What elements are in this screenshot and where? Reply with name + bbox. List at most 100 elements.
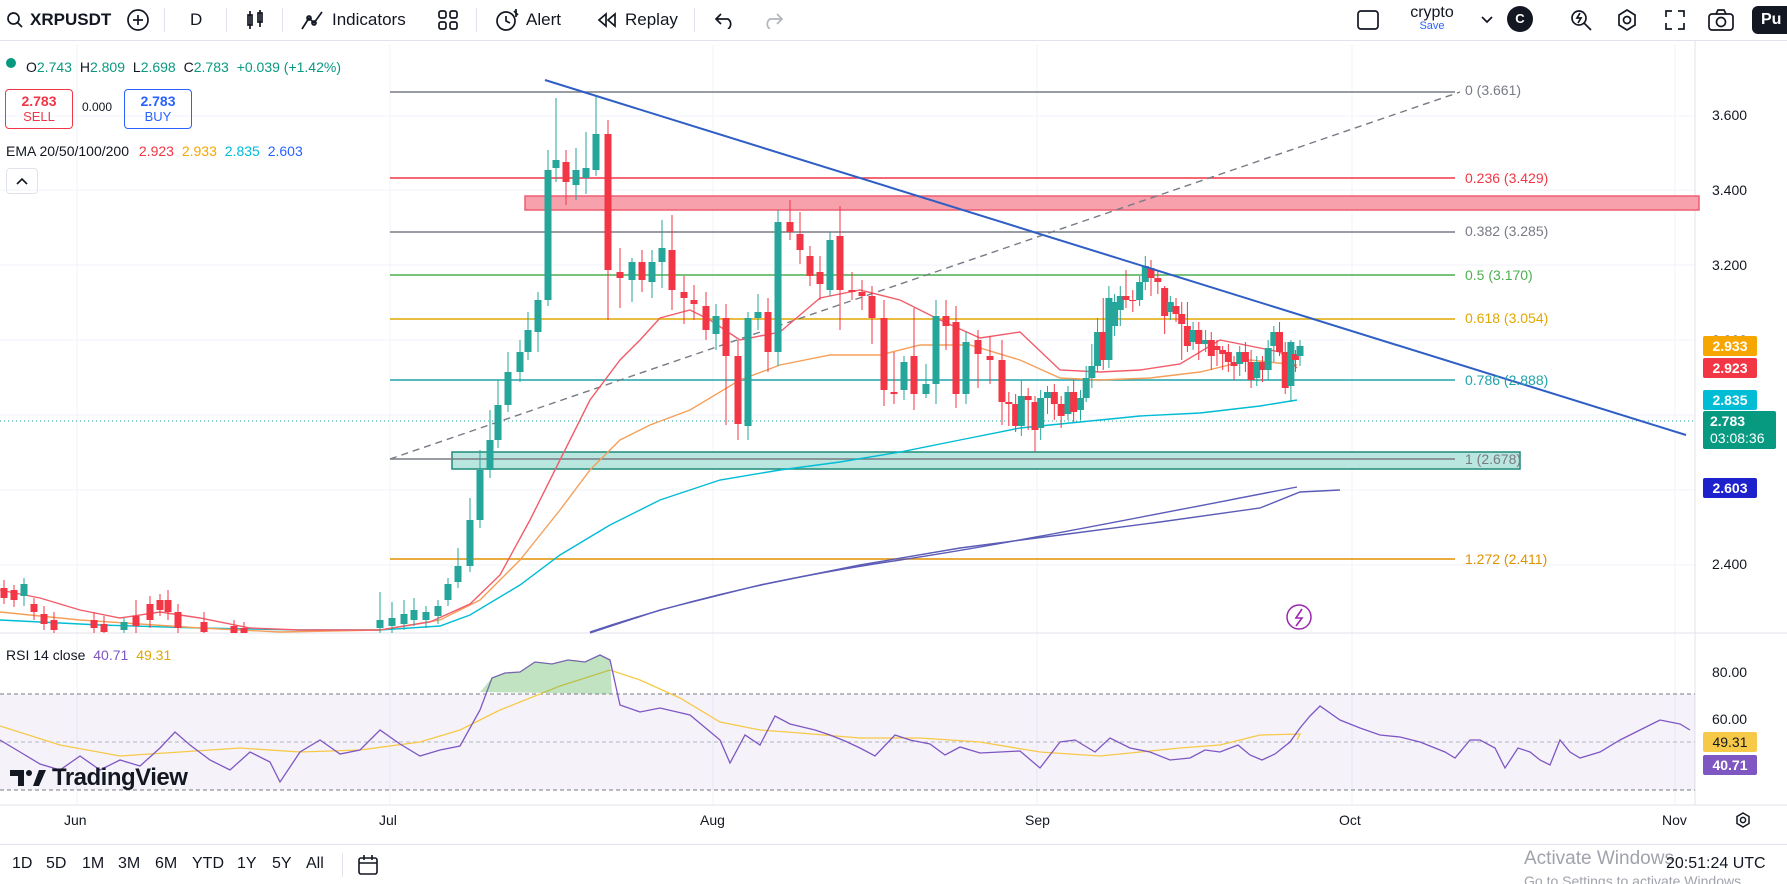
multi-chart-button[interactable] <box>1356 8 1380 32</box>
sell-label: SELL <box>23 109 55 124</box>
candle-body <box>1037 398 1045 428</box>
candle-body <box>1141 266 1149 282</box>
candle-body <box>1219 350 1227 354</box>
candle-body <box>952 322 960 394</box>
resistance-zone[interactable] <box>524 195 1700 211</box>
support-zone[interactable] <box>451 451 1521 470</box>
rsi-legend[interactable]: RSI 14 close 40.71 49.31 <box>6 647 171 663</box>
chart-type-button[interactable] <box>245 8 265 32</box>
ema-label: EMA 20/50/100/200 <box>6 143 129 159</box>
candle-body <box>90 620 98 628</box>
range-1d[interactable]: 1D <box>12 855 33 872</box>
clock[interactable]: 20:51:24 UTC <box>1666 855 1766 872</box>
ema200-line <box>589 489 1341 634</box>
goto-date-button[interactable] <box>356 853 380 882</box>
time-axis-settings-icon[interactable] <box>1736 812 1750 828</box>
price-tick: 2.400 <box>1712 556 1748 572</box>
publish-button[interactable]: Pu <box>1752 6 1787 34</box>
time-label: Jul <box>379 812 397 828</box>
undo-button[interactable] <box>714 8 736 32</box>
candle-body <box>1057 404 1065 416</box>
candle-body <box>826 240 834 290</box>
layout-menu-toggle[interactable] <box>1480 8 1494 32</box>
candle-body <box>582 168 590 178</box>
range-ytd[interactable]: YTD <box>192 855 224 872</box>
tradingview-logo[interactable]: TradingView <box>8 764 188 792</box>
candle-body <box>1172 306 1180 314</box>
rsi-overbought-fill <box>480 655 612 694</box>
alarm-clock-icon <box>496 9 519 31</box>
range-5y[interactable]: 5Y <box>272 855 292 872</box>
candle-body <box>1017 396 1025 426</box>
tradingview-wordmark: TradingView <box>52 764 188 791</box>
snapshot-button[interactable] <box>1707 8 1735 32</box>
candle-body <box>816 272 824 284</box>
candle-body <box>572 170 580 185</box>
candle-body <box>174 612 182 628</box>
candle-body <box>1195 330 1203 344</box>
ema-legend[interactable]: EMA 20/50/100/200 2.923 2.933 2.835 2.60… <box>6 143 303 159</box>
alert-button[interactable]: Alert <box>494 8 561 32</box>
range-1m[interactable]: 1M <box>82 855 105 872</box>
lightning-icon[interactable] <box>1286 604 1312 630</box>
candle-body <box>986 356 994 360</box>
range-6m[interactable]: 6M <box>155 855 178 872</box>
indicators-label: Indicators <box>332 10 406 29</box>
high-value: 2.809 <box>89 59 125 75</box>
fibonacci-retracement[interactable] <box>389 91 1461 560</box>
layouts-button[interactable] <box>437 8 459 32</box>
bar-countdown: 03:08:36 <box>1710 430 1765 446</box>
candle-body <box>544 170 552 300</box>
candle-body <box>616 272 624 278</box>
indicators-button[interactable]: Indicators <box>300 8 406 32</box>
ema20-value: 2.923 <box>138 143 174 159</box>
spread-value: 0.000 <box>82 100 113 114</box>
time-label: Nov <box>1662 812 1687 828</box>
range-5d[interactable]: 5D <box>46 855 67 872</box>
price-tick: 3.400 <box>1712 182 1748 198</box>
indicators-icon <box>301 11 323 30</box>
range-1y[interactable]: 1Y <box>237 855 257 872</box>
sell-button[interactable]: 2.783 SELL <box>5 89 73 129</box>
chart-canvas[interactable] <box>0 41 1787 844</box>
quick-search-button[interactable] <box>1569 8 1595 32</box>
settings-button[interactable] <box>1615 8 1639 32</box>
candles[interactable] <box>0 95 1304 633</box>
compare-symbol-button[interactable] <box>126 8 150 32</box>
candle-body <box>1291 354 1299 360</box>
collapse-legend-button[interactable] <box>6 168 38 194</box>
last-price-label: 2.783 03:08:36 <box>1703 411 1776 449</box>
layout-name-button[interactable]: crypto Save <box>1400 4 1464 32</box>
camera-icon <box>1708 9 1734 31</box>
redo-button[interactable] <box>762 8 784 32</box>
descending-trendline[interactable] <box>544 79 1687 436</box>
candle-body <box>10 590 18 600</box>
candle-body <box>1111 302 1119 326</box>
time-label: Sep <box>1025 812 1050 828</box>
candle-body <box>836 236 844 290</box>
range-all[interactable]: All <box>306 855 324 872</box>
candle-body <box>454 566 462 582</box>
interval-label: D <box>190 10 203 29</box>
candle-body <box>1105 298 1113 360</box>
range-3m[interactable]: 3M <box>118 855 141 872</box>
candle-body <box>132 616 140 626</box>
candle-body <box>1264 348 1272 370</box>
fullscreen-button[interactable] <box>1664 8 1686 32</box>
candle-body <box>1064 392 1072 414</box>
grid-layout-icon <box>438 10 458 30</box>
candle-body <box>932 316 940 384</box>
candle-body <box>388 618 396 626</box>
candle-body <box>444 584 452 600</box>
candle-body <box>1043 392 1051 398</box>
replay-button[interactable]: Replay <box>597 8 678 32</box>
symbol-search[interactable]: XRPUSDT <box>6 8 111 32</box>
candle-body <box>690 300 698 304</box>
candle-body <box>376 620 384 628</box>
avatar-initial: C <box>1515 11 1525 26</box>
candle-body <box>534 300 542 332</box>
avatar[interactable]: C <box>1507 6 1533 32</box>
candle-body <box>1183 326 1191 346</box>
interval-button[interactable]: D <box>190 8 202 32</box>
buy-button[interactable]: 2.783 BUY <box>124 89 192 129</box>
